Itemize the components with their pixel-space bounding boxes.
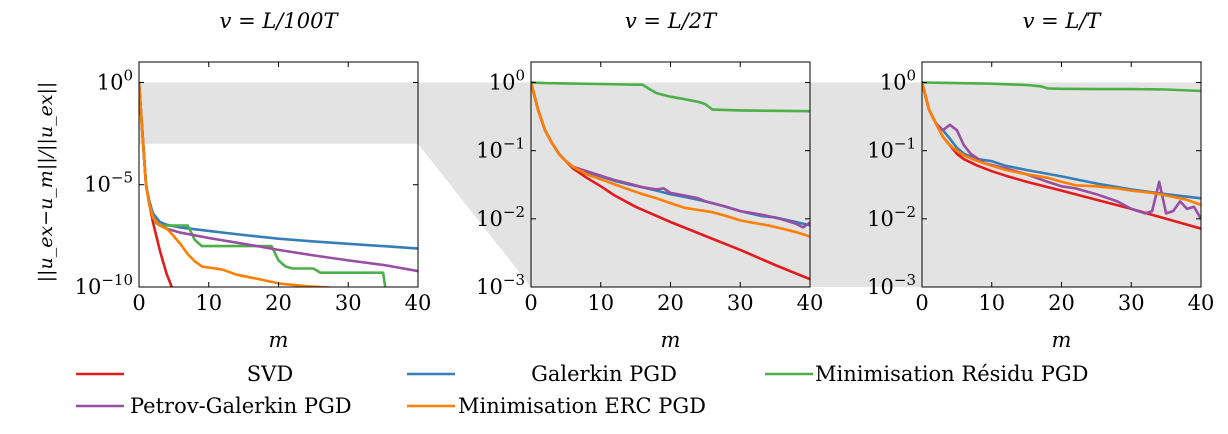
legend-label: Minimisation ERC PGD [458,394,706,418]
legend-entry-galerkin-pgd: Galerkin PGD [407,362,677,386]
x-axis-label: m [661,328,681,352]
x-tick-label: 30 [727,291,754,315]
legend-entry-minimisation-erc-pgd: Minimisation ERC PGD [407,394,706,418]
y-tick-label: 10−10 [75,271,133,299]
zoom-band-panel-3 [922,82,1201,287]
y-tick-label: 10−1 [476,135,525,163]
series-line-2-minimisation-erc-pgd [531,82,810,238]
x-tick-label: 10 [587,291,614,315]
x-tick-label: 30 [335,291,362,315]
legend-label: SVD [247,362,293,386]
x-tick-label: 0 [132,291,145,315]
x-tick-label: 30 [1118,291,1145,315]
series-line-1-minimisation-erc-pgd [139,82,337,287]
chart-title: v = L/T [1023,9,1103,33]
y-tick-label: 10−5 [84,169,133,197]
x-tick-label: 20 [265,291,292,315]
x-tick-label: 10 [978,291,1005,315]
legend-label: Galerkin PGD [531,362,677,386]
x-tick-label: 0 [915,291,928,315]
legend-label: Petrov-Galerkin PGD [130,394,352,418]
series-line-3-minimisation-erc-pgd [922,82,1201,207]
chart-title: v = L/100T [220,9,340,33]
y-axis-label: ||u_ex−u_m||/||u_ex|| [35,82,57,283]
chart-panel-2: 0 10 20 30 40 100 10−1 10−2 10−3 m v = L/2T [476,9,823,352]
y-tick-label: 10−2 [476,203,525,231]
y-tick-label: 10−2 [867,203,916,231]
zoom-band-connector-1 [418,82,531,287]
legend-entry-minimisation-r-sidu-pgd: Minimisation Résidu PGD [765,362,1089,386]
y-tick-label: 100 [97,66,133,94]
x-tick-label: 20 [1048,291,1075,315]
x-tick-label: 40 [405,291,432,315]
legend-entry-svd: SVD [76,362,293,386]
series-line-3-minimisation-r-sidu-pgd [922,81,1201,93]
x-axis-label: m [1052,328,1072,352]
series-line-2-minimisation-r-sidu-pgd [531,81,810,113]
x-tick-label: 20 [657,291,684,315]
x-tick-label: 40 [1188,291,1215,315]
zoom-band-connector-2 [810,82,922,287]
y-tick-label: 10−3 [867,271,916,299]
zoom-band [139,82,1201,287]
y-tick-label: 100 [880,67,916,95]
x-tick-label: 10 [195,291,222,315]
series-line-3-petrov-galerkin-pgd [922,82,1201,220]
legend-label: Minimisation Résidu PGD [815,362,1089,386]
chart-panel-3: 0 10 20 30 40 100 10−1 10−2 10−3 m v = L/T [867,9,1214,352]
y-tick-label: 10−3 [476,271,525,299]
x-tick-label: 0 [524,291,537,315]
x-axis-label: m [269,328,289,352]
x-tick-label: 40 [797,291,824,315]
y-tick-label: 100 [489,67,525,95]
chart-panel-1: 0 10 20 30 40 100 10−5 10−10 m v = L/100T [75,9,432,352]
zoom-band-panel-1 [139,82,418,144]
chart-title: v = L/2T [625,9,718,33]
zoom-band-panel-2 [531,82,810,287]
legend-entry-petrov-galerkin-pgd: Petrov-Galerkin PGD [76,394,352,418]
y-tick-label: 10−1 [867,135,916,163]
legend: SVD Galerkin PGD Minimisation Résidu PGD Pe… [76,362,1089,418]
